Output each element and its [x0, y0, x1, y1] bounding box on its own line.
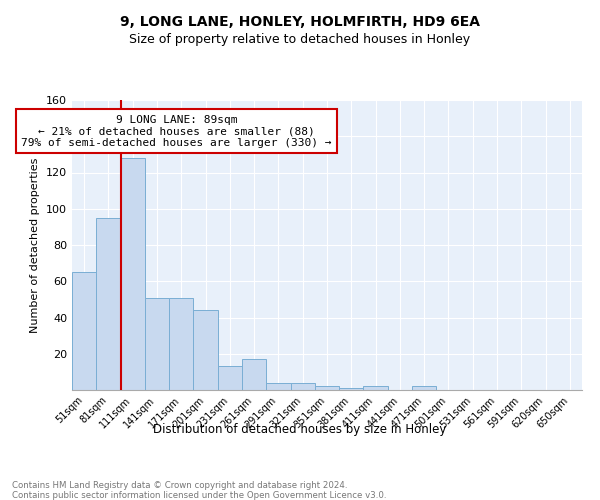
Bar	[266, 383, 290, 390]
Text: Distribution of detached houses by size in Honley: Distribution of detached houses by size …	[154, 422, 446, 436]
Bar	[169, 298, 193, 390]
Bar	[339, 388, 364, 390]
Bar	[315, 386, 339, 390]
Bar	[193, 310, 218, 390]
Y-axis label: Number of detached properties: Number of detached properties	[31, 158, 40, 332]
Text: 9 LONG LANE: 89sqm
← 21% of detached houses are smaller (88)
79% of semi-detache: 9 LONG LANE: 89sqm ← 21% of detached hou…	[21, 114, 332, 148]
Bar	[121, 158, 145, 390]
Bar	[96, 218, 121, 390]
Bar	[364, 386, 388, 390]
Text: Contains HM Land Registry data © Crown copyright and database right 2024.
Contai: Contains HM Land Registry data © Crown c…	[12, 480, 386, 500]
Bar	[412, 386, 436, 390]
Bar	[218, 366, 242, 390]
Bar	[290, 383, 315, 390]
Bar	[242, 359, 266, 390]
Text: Size of property relative to detached houses in Honley: Size of property relative to detached ho…	[130, 32, 470, 46]
Bar	[145, 298, 169, 390]
Bar	[72, 272, 96, 390]
Text: 9, LONG LANE, HONLEY, HOLMFIRTH, HD9 6EA: 9, LONG LANE, HONLEY, HOLMFIRTH, HD9 6EA	[120, 15, 480, 29]
